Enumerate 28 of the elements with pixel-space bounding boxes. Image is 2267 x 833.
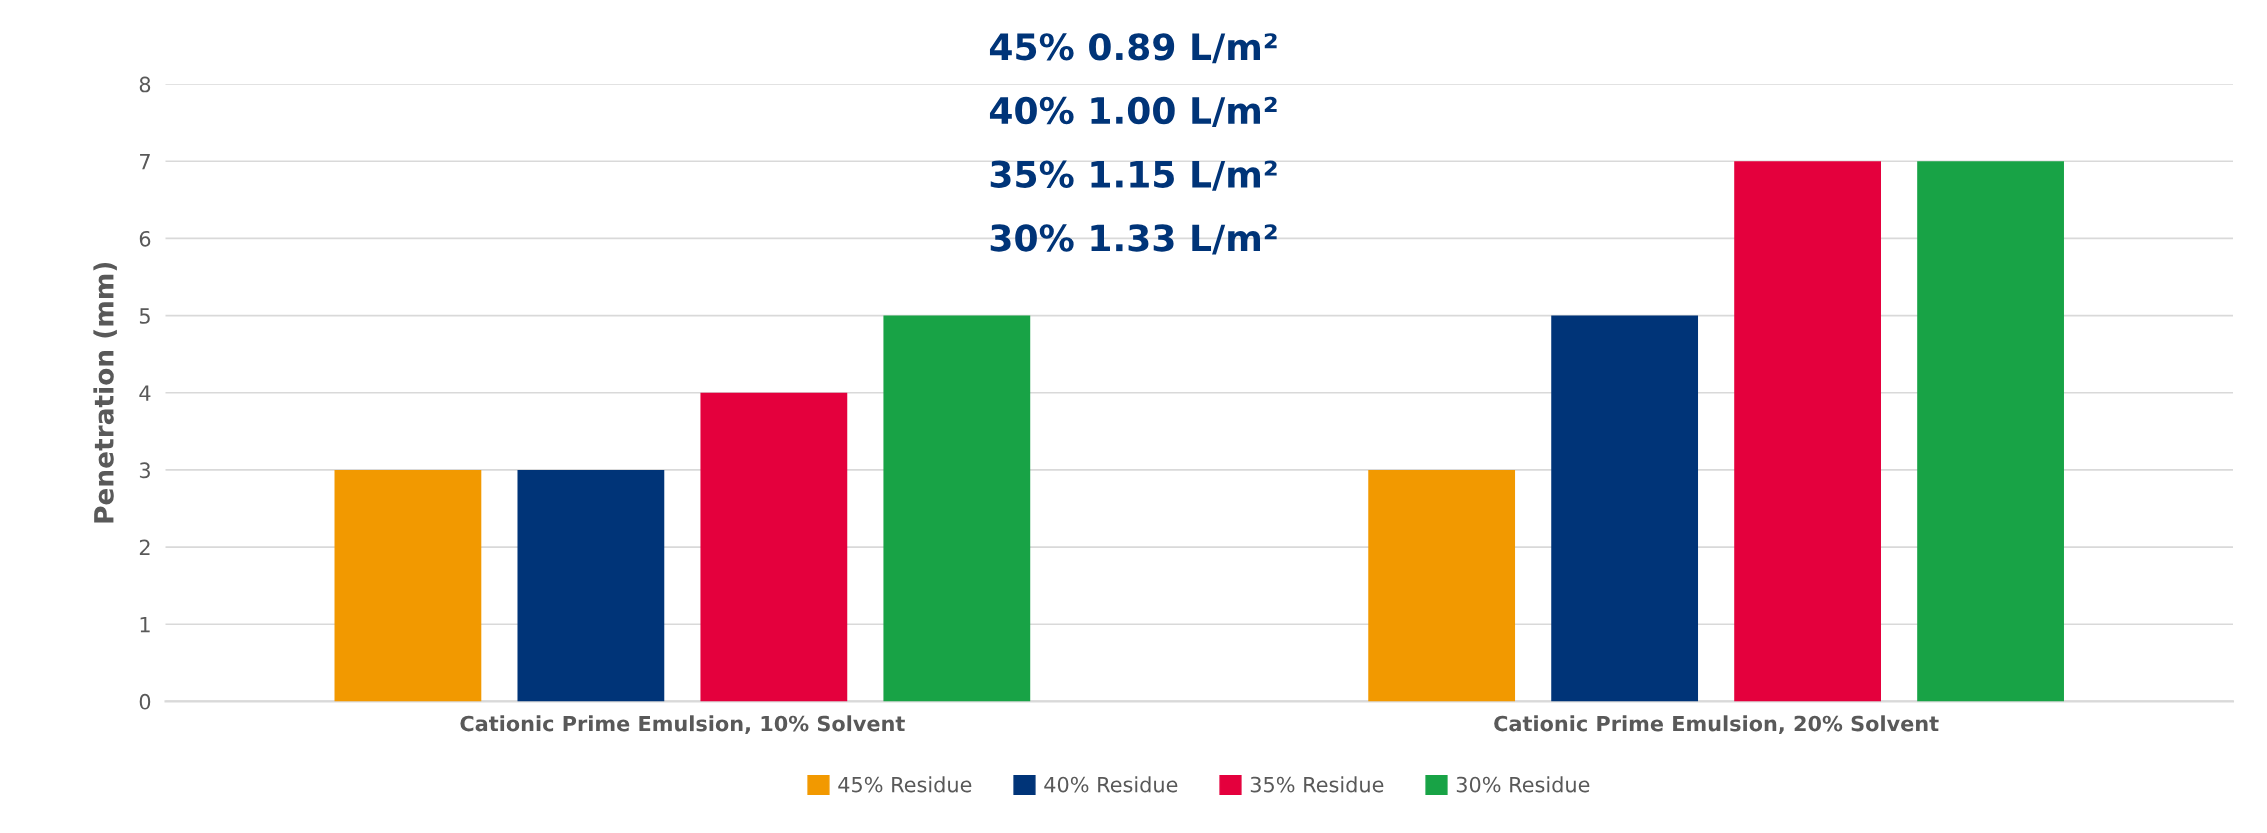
bar: [1368, 469, 1516, 702]
annotation: 35% 1.15 L/m²: [990, 160, 1277, 191]
y-tick-label: 1: [140, 616, 150, 633]
y-tick-label: 2: [139, 539, 150, 555]
legend-label: 35% Residue: [1250, 776, 1384, 793]
legend-label: 45% Residue: [838, 776, 972, 793]
bar: [1917, 161, 2064, 702]
legend-label: 40% Residue: [1044, 776, 1178, 793]
bar: [700, 392, 848, 702]
y-tick-label: 0: [139, 693, 151, 710]
y-tick-label: 8: [139, 76, 151, 93]
annotation: 40% 1.00 L/m²: [989, 96, 1277, 128]
y-tick-label: 7: [140, 154, 150, 170]
y-tick-label: 5: [139, 308, 150, 324]
bar: [1551, 315, 1699, 702]
bar: [1734, 161, 1881, 702]
legend-label: 30% Residue: [1456, 776, 1590, 793]
annotation: 30% 1.33 L/m²: [990, 224, 1277, 255]
bar: [517, 469, 665, 702]
y-tick-label: 6: [139, 230, 151, 247]
text: 45% 0.89 L/m²: [989, 33, 1277, 64]
y-axis-title: Penetration (mm): [93, 262, 117, 523]
bar: [883, 315, 1031, 702]
bar: [334, 469, 482, 702]
x-tick-label: Cationic Prime Emulsion, 10% Solvent: [460, 715, 905, 735]
y-tick-label: 4: [139, 385, 151, 401]
y-tick-label: 3: [139, 462, 150, 479]
x-tick-label: Cationic Prime Emulsion, 20% Solvent: [1494, 715, 1939, 735]
